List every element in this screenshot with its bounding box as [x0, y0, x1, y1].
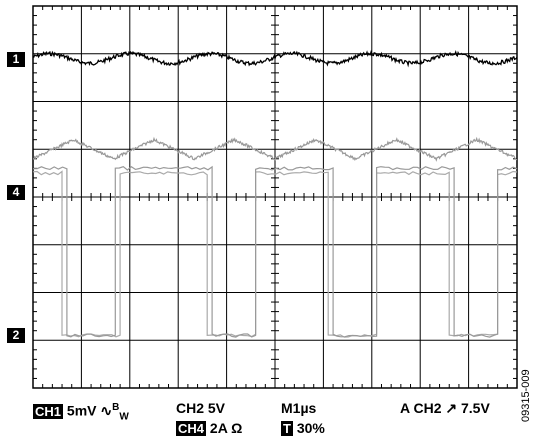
- ch1-setting: CH1 5mV ∿BW: [33, 400, 129, 425]
- ch4-scale: 2A Ω: [209, 420, 243, 436]
- t-badge: T: [281, 421, 293, 436]
- trigger-position-value: 30%: [296, 420, 325, 436]
- bw-sub: W: [119, 411, 129, 423]
- ch1-badge: CH1: [33, 403, 64, 419]
- channel-marker-4: 4: [7, 185, 25, 201]
- ch2-setting: CH2 5V: [176, 400, 226, 416]
- trace-1: [33, 49, 518, 68]
- ch4-setting: CH4 2A Ω: [176, 420, 242, 436]
- figure-id: 09315-009: [520, 369, 532, 422]
- timebase: M1µs: [281, 400, 317, 416]
- bandwidth-limit-icon: ∿: [100, 402, 113, 419]
- channel-marker-1: 1: [7, 51, 25, 67]
- ch1-scale: 5mV: [66, 402, 97, 419]
- trace-2: [33, 136, 518, 162]
- trace-4: [32, 165, 518, 338]
- plot-grid: [32, 5, 518, 389]
- trigger-position: T 30%: [281, 420, 325, 436]
- ch4-badge: CH4: [176, 421, 207, 436]
- plot-traces: [32, 49, 518, 338]
- trigger-setting: A CH2 ↗ 7.5V: [400, 400, 490, 416]
- trace-3: [32, 170, 518, 338]
- bw-sup: B: [112, 402, 120, 413]
- channel-marker-2: 2: [7, 328, 25, 344]
